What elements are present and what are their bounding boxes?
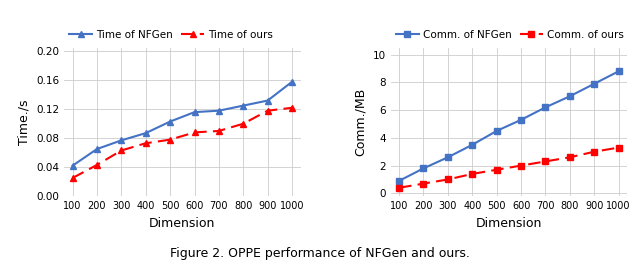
Comm. of NFGen <box>517 118 525 121</box>
Line: Comm. of ours: Comm. of ours <box>396 144 622 191</box>
Y-axis label: Comm./MB: Comm./MB <box>354 88 367 156</box>
X-axis label: Dimension: Dimension <box>476 217 542 229</box>
Line: Time of ours: Time of ours <box>69 104 296 182</box>
Time of ours <box>191 131 198 134</box>
Comm. of NFGen <box>541 106 549 109</box>
Comm. of ours <box>444 178 452 181</box>
Time of ours <box>142 142 150 145</box>
Comm. of NFGen <box>444 156 452 159</box>
Time of ours <box>288 106 296 109</box>
Legend: Comm. of NFGen, Comm. of ours: Comm. of NFGen, Comm. of ours <box>396 29 624 39</box>
Comm. of ours <box>420 182 428 185</box>
Comm. of ours <box>493 168 500 171</box>
Time of NFGen <box>264 99 271 102</box>
Comm. of ours <box>517 164 525 167</box>
Comm. of NFGen <box>420 167 428 170</box>
Time of NFGen <box>93 147 100 151</box>
Line: Time of NFGen: Time of NFGen <box>69 78 296 169</box>
Time of ours <box>215 129 223 132</box>
Comm. of ours <box>396 186 403 189</box>
Y-axis label: Time./s: Time./s <box>17 99 31 145</box>
Time of NFGen <box>288 80 296 83</box>
Time of NFGen <box>68 164 76 167</box>
Comm. of ours <box>615 146 623 149</box>
Comm. of ours <box>468 172 476 175</box>
Time of ours <box>118 149 125 152</box>
Time of ours <box>68 176 76 180</box>
Time of NFGen <box>142 131 150 135</box>
Time of NFGen <box>191 111 198 114</box>
Time of ours <box>264 109 271 112</box>
Time of NFGen <box>166 120 174 123</box>
Comm. of NFGen <box>566 95 573 98</box>
X-axis label: Dimension: Dimension <box>149 217 216 229</box>
Time of ours <box>239 122 247 125</box>
Comm. of NFGen <box>468 143 476 146</box>
Comm. of NFGen <box>396 179 403 182</box>
Time of ours <box>93 164 100 167</box>
Comm. of NFGen <box>615 70 623 73</box>
Comm. of ours <box>541 160 549 163</box>
Time of NFGen <box>215 109 223 112</box>
Time of NFGen <box>118 139 125 142</box>
Comm. of ours <box>591 150 598 153</box>
Comm. of ours <box>566 156 573 159</box>
Text: Figure 2. OPPE performance of NFGen and ours.: Figure 2. OPPE performance of NFGen and … <box>170 247 470 260</box>
Line: Comm. of NFGen: Comm. of NFGen <box>396 68 622 184</box>
Time of NFGen <box>239 104 247 107</box>
Comm. of NFGen <box>493 129 500 132</box>
Legend: Time of NFGen, Time of ours: Time of NFGen, Time of ours <box>69 29 273 39</box>
Comm. of NFGen <box>591 82 598 85</box>
Time of ours <box>166 138 174 141</box>
